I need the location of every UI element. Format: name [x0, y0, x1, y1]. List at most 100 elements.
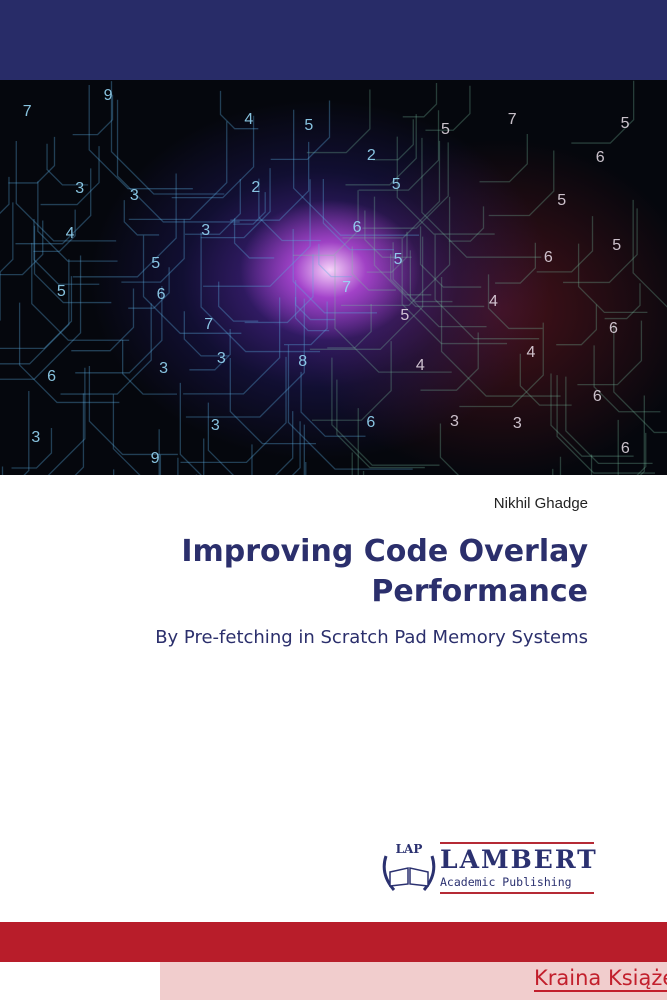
cover-digit: 6	[608, 319, 618, 337]
circuit-trace	[128, 121, 228, 221]
circuit-trace	[439, 423, 460, 475]
cover-digit: 2	[366, 147, 376, 165]
circuit-trace	[593, 345, 661, 413]
circuit-trace	[200, 168, 271, 239]
circuit-trace	[351, 246, 396, 291]
circuit-trace	[488, 150, 555, 217]
circuit-trace	[590, 454, 593, 475]
circuit-trace	[409, 250, 487, 328]
circuit-trace	[200, 232, 321, 353]
circuit-trace	[396, 136, 495, 235]
circuit-trace	[72, 173, 177, 278]
circuit-trace	[270, 100, 331, 161]
circuit-trace	[327, 304, 372, 349]
circuit-trace	[565, 376, 653, 465]
circuit-trace	[519, 353, 572, 406]
cover-digit: 3	[129, 186, 139, 204]
circuit-trace	[351, 452, 353, 475]
cover-digit: 6	[352, 218, 362, 236]
circuit-trace	[309, 236, 424, 350]
cover-digit: 3	[159, 360, 169, 378]
circuit-trace	[110, 81, 225, 195]
circuit-trace	[293, 109, 420, 236]
circuit-trace	[71, 288, 135, 352]
circuit-trace	[8, 136, 56, 184]
cover-digit: 3	[512, 415, 522, 433]
cover-digit: 5	[620, 115, 630, 133]
circuit-lines	[0, 80, 667, 475]
circuit-trace	[244, 254, 314, 324]
circuit-trace	[33, 225, 112, 304]
circuit-trace	[0, 202, 14, 274]
cover-digit: 6	[620, 439, 630, 457]
circuit-trace	[556, 304, 598, 346]
cover-digit: 2	[251, 179, 261, 197]
cover-digit: 7	[507, 111, 517, 129]
circuit-trace	[550, 373, 634, 457]
circuit-trace	[536, 216, 594, 273]
circuit-trace	[40, 146, 100, 206]
publisher-name: LAMBERT	[440, 845, 598, 874]
circuit-trace	[47, 367, 86, 475]
cover-digit: 5	[56, 282, 66, 300]
cover-digit: 5	[440, 120, 450, 138]
circuit-trace	[219, 90, 259, 130]
circuit-trace	[303, 424, 305, 475]
circuit-trace	[448, 206, 485, 242]
author-name: Nikhil Ghadge	[493, 495, 588, 512]
circuit-trace	[577, 320, 643, 386]
cover-digit: 8	[298, 352, 308, 370]
circuit-trace	[0, 255, 82, 380]
circuit-trace	[116, 99, 240, 223]
cover-digit: 6	[592, 387, 602, 405]
circuit-trace	[495, 242, 536, 284]
circuit-trace	[230, 141, 310, 221]
circuit-trace	[390, 254, 432, 296]
circuit-trace	[362, 142, 449, 229]
circuit-trace	[189, 329, 231, 371]
book-title: Improving Code Overlay Performance	[181, 534, 588, 609]
circuit-trace	[342, 140, 441, 239]
circuit-trace	[401, 238, 508, 345]
cover-digit: 3	[449, 413, 459, 431]
cover-digit: 4	[415, 356, 425, 374]
circuit-trace	[300, 371, 366, 437]
circuit-trace	[292, 190, 359, 256]
circuit-trace	[203, 438, 205, 475]
cover-digit: 7	[342, 278, 352, 296]
circuit-trace	[229, 357, 316, 445]
circuit-trace	[419, 226, 482, 288]
circuit-trace	[158, 429, 160, 475]
circuit-trace	[636, 432, 647, 475]
circuit-trace	[322, 179, 394, 251]
circuit-trace	[284, 301, 328, 346]
circuit-trace	[31, 242, 130, 341]
circuit-trace	[0, 176, 10, 215]
circuit-trace	[123, 200, 160, 236]
circuit-trace	[258, 178, 321, 242]
circuit-trace	[420, 332, 479, 391]
cover-digit: 6	[543, 249, 553, 267]
circuit-trace	[392, 242, 453, 303]
circuit-trace	[577, 243, 648, 314]
circuit-trace	[11, 428, 53, 469]
circuit-trace	[23, 391, 30, 475]
logo-rule-top	[440, 842, 594, 844]
circuit-trace	[33, 209, 76, 253]
circuit-trace	[233, 192, 266, 225]
cover-digit: 4	[488, 292, 498, 310]
circuit-trace	[402, 83, 438, 118]
seller-name: Kraina Książek	[534, 966, 667, 992]
circuit-trace	[639, 395, 645, 475]
circuit-trace	[121, 219, 185, 283]
circuit-trace	[364, 210, 412, 258]
cover-digit: 3	[31, 428, 41, 446]
book-subtitle: By Pre-fetching in Scratch Pad Memory Sy…	[155, 627, 588, 648]
cover-digit: 4	[65, 225, 75, 243]
circuit-trace	[112, 394, 141, 475]
cover-digit: 3	[210, 416, 220, 434]
circuit-trace	[617, 419, 619, 475]
circuit-trace	[571, 80, 635, 144]
cover-digit: 5	[304, 117, 314, 135]
